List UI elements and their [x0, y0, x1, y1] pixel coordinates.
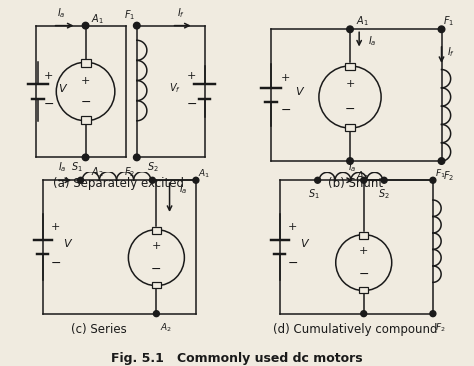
Circle shape — [78, 177, 83, 183]
Text: −: − — [358, 268, 369, 281]
Text: $A_2$: $A_2$ — [160, 321, 172, 334]
Text: −: − — [151, 263, 162, 276]
Text: $I_f$: $I_f$ — [447, 45, 455, 59]
Circle shape — [346, 26, 353, 33]
Text: $F_2$: $F_2$ — [435, 321, 445, 334]
Text: Fig. 5.1   Commonly used dc motors: Fig. 5.1 Commonly used dc motors — [111, 352, 363, 365]
Text: $V$: $V$ — [58, 82, 68, 93]
Circle shape — [430, 177, 436, 183]
Text: $S_2$: $S_2$ — [146, 160, 158, 174]
Text: $A_2$: $A_2$ — [356, 169, 368, 183]
Text: +: + — [81, 75, 90, 86]
Text: $I_a$: $I_a$ — [348, 160, 357, 174]
Circle shape — [430, 311, 436, 317]
Circle shape — [361, 311, 367, 317]
Text: $V_f$: $V_f$ — [169, 82, 181, 95]
Text: $I_a$: $I_a$ — [58, 160, 67, 174]
Text: $S_1$: $S_1$ — [72, 160, 83, 174]
Text: $A_1$: $A_1$ — [198, 168, 210, 180]
Text: +: + — [187, 71, 196, 81]
Text: $F_1$: $F_1$ — [443, 14, 455, 27]
Text: (a) Separately excited: (a) Separately excited — [53, 177, 184, 190]
Circle shape — [154, 311, 159, 317]
Text: $S_2$: $S_2$ — [378, 187, 390, 201]
Text: $I_a$: $I_a$ — [368, 34, 377, 48]
Bar — [81, 59, 91, 67]
Text: (c) Series: (c) Series — [71, 324, 127, 336]
Text: +: + — [359, 246, 368, 256]
Circle shape — [193, 177, 199, 183]
Text: +: + — [288, 223, 298, 232]
Text: −: − — [44, 98, 54, 111]
Bar — [359, 287, 368, 293]
Text: $I_a$: $I_a$ — [57, 7, 66, 20]
Text: −: − — [80, 96, 91, 109]
Bar — [152, 282, 161, 288]
Text: $S_1$: $S_1$ — [309, 187, 320, 201]
Text: −: − — [281, 104, 291, 116]
Circle shape — [346, 158, 353, 164]
Circle shape — [134, 22, 140, 29]
Text: $A_1$: $A_1$ — [91, 12, 104, 26]
Text: +: + — [346, 79, 355, 89]
Text: −: − — [345, 103, 355, 116]
Text: +: + — [152, 241, 161, 251]
Circle shape — [438, 26, 445, 33]
Text: $F_1$: $F_1$ — [124, 8, 135, 22]
Text: $A_2$: $A_2$ — [91, 166, 104, 179]
Text: $I_a$: $I_a$ — [180, 182, 188, 195]
Text: −: − — [186, 98, 197, 111]
Text: $V$: $V$ — [63, 237, 73, 249]
Bar — [345, 124, 355, 131]
Text: −: − — [51, 257, 61, 270]
Text: $V$: $V$ — [295, 85, 305, 97]
Text: $F_2$: $F_2$ — [443, 169, 455, 183]
Circle shape — [438, 158, 445, 164]
Bar — [152, 227, 161, 234]
Circle shape — [82, 22, 89, 29]
Text: $F_2$: $F_2$ — [124, 166, 135, 179]
Text: +: + — [51, 223, 61, 232]
Circle shape — [82, 154, 89, 161]
Bar — [81, 116, 91, 124]
Circle shape — [149, 177, 155, 183]
Bar — [345, 63, 355, 70]
Text: (d) Cumulatively compound: (d) Cumulatively compound — [273, 324, 438, 336]
Circle shape — [134, 154, 140, 161]
Text: +: + — [44, 71, 54, 81]
Text: $V$: $V$ — [300, 237, 310, 249]
Circle shape — [361, 177, 367, 183]
Bar — [359, 232, 368, 239]
Text: $A_1$: $A_1$ — [356, 14, 368, 27]
Circle shape — [315, 177, 320, 183]
Text: $F_1$: $F_1$ — [435, 168, 445, 180]
Text: $I_f$: $I_f$ — [177, 7, 185, 20]
Text: −: − — [288, 257, 298, 270]
Text: (b) Shunt: (b) Shunt — [328, 177, 383, 190]
Text: +: + — [281, 72, 291, 82]
Circle shape — [381, 177, 387, 183]
